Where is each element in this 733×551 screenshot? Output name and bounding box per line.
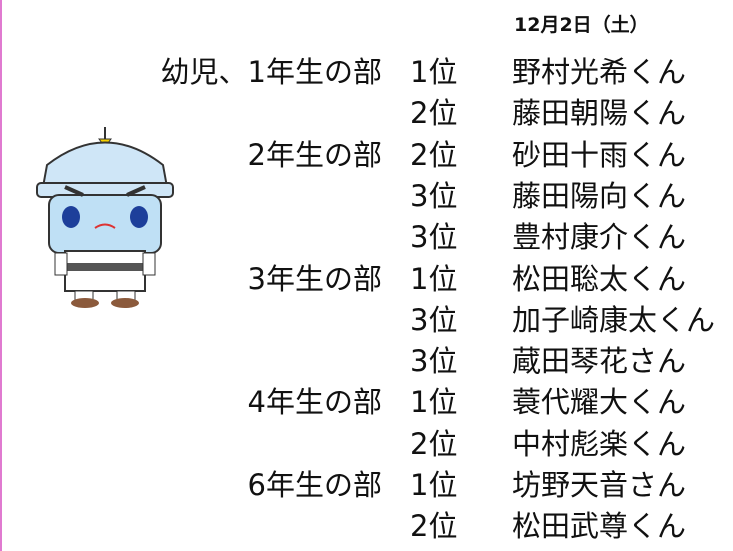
name: 藤田陽向くん [512, 178, 687, 213]
name: 蔵田琴花さん [512, 344, 687, 379]
name: 坊野天音さん [512, 468, 687, 502]
division: 6年生の部 [247, 468, 382, 502]
rank: 3位 [410, 302, 458, 337]
name: 野村光希くん [512, 55, 687, 89]
mascot [36, 127, 174, 308]
rank: 2位 [410, 96, 458, 131]
rank: 3位 [410, 220, 458, 255]
rank: 2位 [410, 426, 458, 461]
rank: 2位 [410, 137, 458, 172]
name: 松田聡太くん [512, 261, 687, 296]
rank: 2位 [410, 509, 458, 544]
name: 豊村康介くん [512, 220, 687, 255]
division: 4年生の部 [247, 385, 382, 420]
rank: 3位 [410, 178, 458, 213]
name: 砂田十雨くん [512, 137, 687, 172]
division: 2年生の部 [247, 137, 382, 172]
rank: 1位 [410, 385, 458, 420]
rank: 3位 [410, 344, 458, 379]
name: 蓑代耀大くん [512, 385, 687, 420]
rank: 1位 [410, 468, 458, 502]
rank: 1位 [410, 55, 458, 89]
division: 3年生の部 [247, 261, 382, 296]
name: 松田武尊くん [512, 509, 687, 544]
name: 中村彪楽くん [512, 426, 687, 461]
rank: 1位 [410, 261, 458, 296]
date: 12月2日（土） [514, 14, 649, 36]
name: 藤田朝陽くん [512, 96, 687, 131]
name: 加子崎康太くん [512, 302, 716, 337]
division: 幼児、1年生の部 [160, 55, 382, 89]
